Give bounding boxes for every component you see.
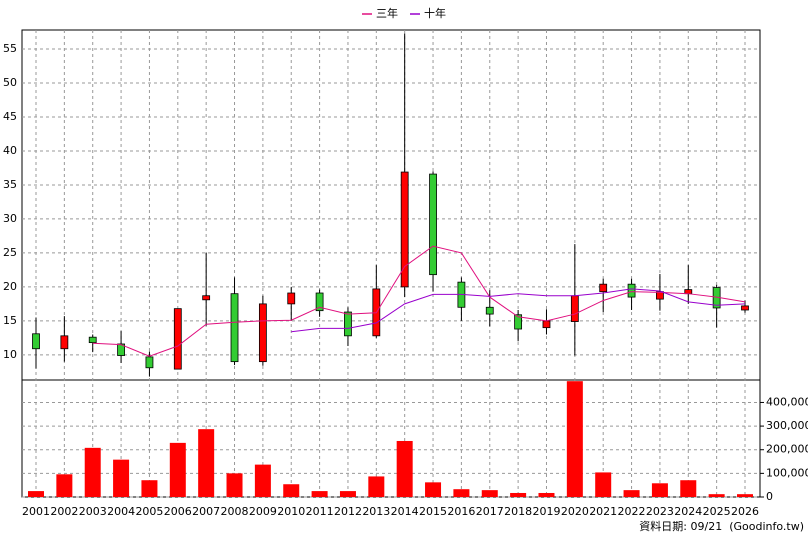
x-tick-label: 2006	[164, 505, 192, 518]
x-tick-label: 2002	[50, 505, 78, 518]
x-tick-label: 2005	[135, 505, 163, 518]
x-tick-label: 2012	[334, 505, 362, 518]
y-tick-label: 25	[3, 246, 17, 259]
ma-line	[291, 288, 746, 333]
x-tick-label: 2018	[504, 505, 532, 518]
volume-bar	[453, 489, 470, 497]
candle-body	[230, 293, 239, 363]
x-tick-label: 2008	[221, 505, 249, 518]
candle-body	[258, 303, 267, 363]
x-tick-label: 2021	[589, 505, 617, 518]
volume-bar	[396, 440, 413, 497]
candle-body	[88, 336, 97, 344]
y-tick-label: 15	[3, 314, 17, 327]
y2-tick-label: 300,000	[766, 419, 808, 432]
candle-body	[173, 308, 182, 370]
volume-bar	[198, 429, 215, 497]
y2-tick-label: 0	[766, 490, 773, 503]
candle-body	[145, 356, 154, 369]
volume-bar	[538, 492, 555, 497]
y-tick-label: 55	[3, 42, 17, 55]
volume-bar	[226, 473, 243, 497]
x-tick-label: 2004	[107, 505, 135, 518]
footnote: 資料日期: 09/21 (Goodinfo.tw)	[639, 519, 804, 533]
volume-panel	[21, 379, 761, 498]
x-tick-label: 2007	[192, 505, 220, 518]
candle-body	[485, 306, 494, 315]
x-tick-label: 2015	[419, 505, 447, 518]
x-tick-label: 2023	[646, 505, 674, 518]
x-tick-label: 2026	[731, 505, 759, 518]
y-tick-label: 30	[3, 212, 17, 225]
volume-bar	[623, 490, 640, 497]
candle-body	[656, 291, 664, 300]
y-tick-label: 40	[3, 144, 17, 157]
x-tick-label: 2010	[277, 505, 305, 518]
candle-body	[117, 343, 125, 356]
volume-bar	[311, 491, 328, 497]
y-tick-label: 50	[3, 76, 17, 89]
candle-body	[32, 333, 40, 350]
volume-bar	[708, 494, 725, 497]
x-tick-label: 2024	[674, 505, 702, 518]
candle-body	[202, 295, 211, 301]
candle-body	[400, 171, 409, 288]
candle-body	[570, 295, 579, 322]
x-tick-label: 2017	[476, 505, 504, 518]
ma-line	[92, 245, 746, 357]
candle-body	[542, 320, 551, 329]
volume-bar	[425, 482, 442, 497]
candle-body	[287, 292, 296, 305]
x-tick-label: 2011	[306, 505, 334, 518]
volume-bar	[595, 472, 612, 497]
x-tick-label: 2001	[22, 505, 50, 518]
x-tick-label: 2019	[532, 505, 560, 518]
volume-bar	[28, 491, 44, 497]
price-panel	[21, 29, 761, 381]
x-tick-label: 2022	[618, 505, 646, 518]
candle-body	[514, 314, 523, 330]
legend-label: 三年	[376, 6, 398, 20]
volume-bar	[481, 490, 498, 497]
volume-bar	[169, 442, 186, 497]
y2-tick-label: 400,000	[766, 395, 808, 408]
volume-bar	[510, 492, 527, 497]
y-tick-label: 20	[3, 280, 17, 293]
candle-body	[60, 335, 69, 350]
volume-bar	[84, 447, 101, 497]
x-tick-label: 2016	[447, 505, 475, 518]
volume-bar	[566, 381, 583, 497]
candle-body	[429, 173, 437, 276]
volume-bar	[283, 484, 300, 497]
x-tick-label: 2009	[249, 505, 277, 518]
volume-bar	[141, 480, 158, 497]
legend-label: 十年	[424, 6, 446, 20]
x-tick-label: 2003	[79, 505, 107, 518]
volume-bar	[339, 491, 356, 497]
volume-bar	[113, 459, 130, 497]
candle-body	[344, 311, 352, 337]
candle-body	[741, 305, 749, 311]
y2-tick-label: 100,000	[766, 466, 808, 479]
volume-bar	[651, 483, 668, 497]
y-tick-label: 10	[3, 348, 17, 361]
y2-tick-label: 200,000	[766, 443, 808, 456]
y-tick-label: 35	[3, 178, 17, 191]
candle-body	[599, 283, 608, 293]
x-tick-label: 2020	[561, 505, 589, 518]
x-tick-label: 2025	[703, 505, 731, 518]
volume-bar	[254, 464, 271, 497]
volume-bar	[56, 474, 73, 497]
volume-bar	[368, 476, 385, 497]
volume-bar	[737, 494, 753, 497]
y-tick-label: 45	[3, 110, 17, 123]
x-tick-label: 2013	[362, 505, 390, 518]
volume-bar	[680, 480, 697, 497]
x-tick-label: 2014	[391, 505, 419, 518]
candle-body	[627, 283, 636, 298]
candle-body	[315, 292, 324, 312]
